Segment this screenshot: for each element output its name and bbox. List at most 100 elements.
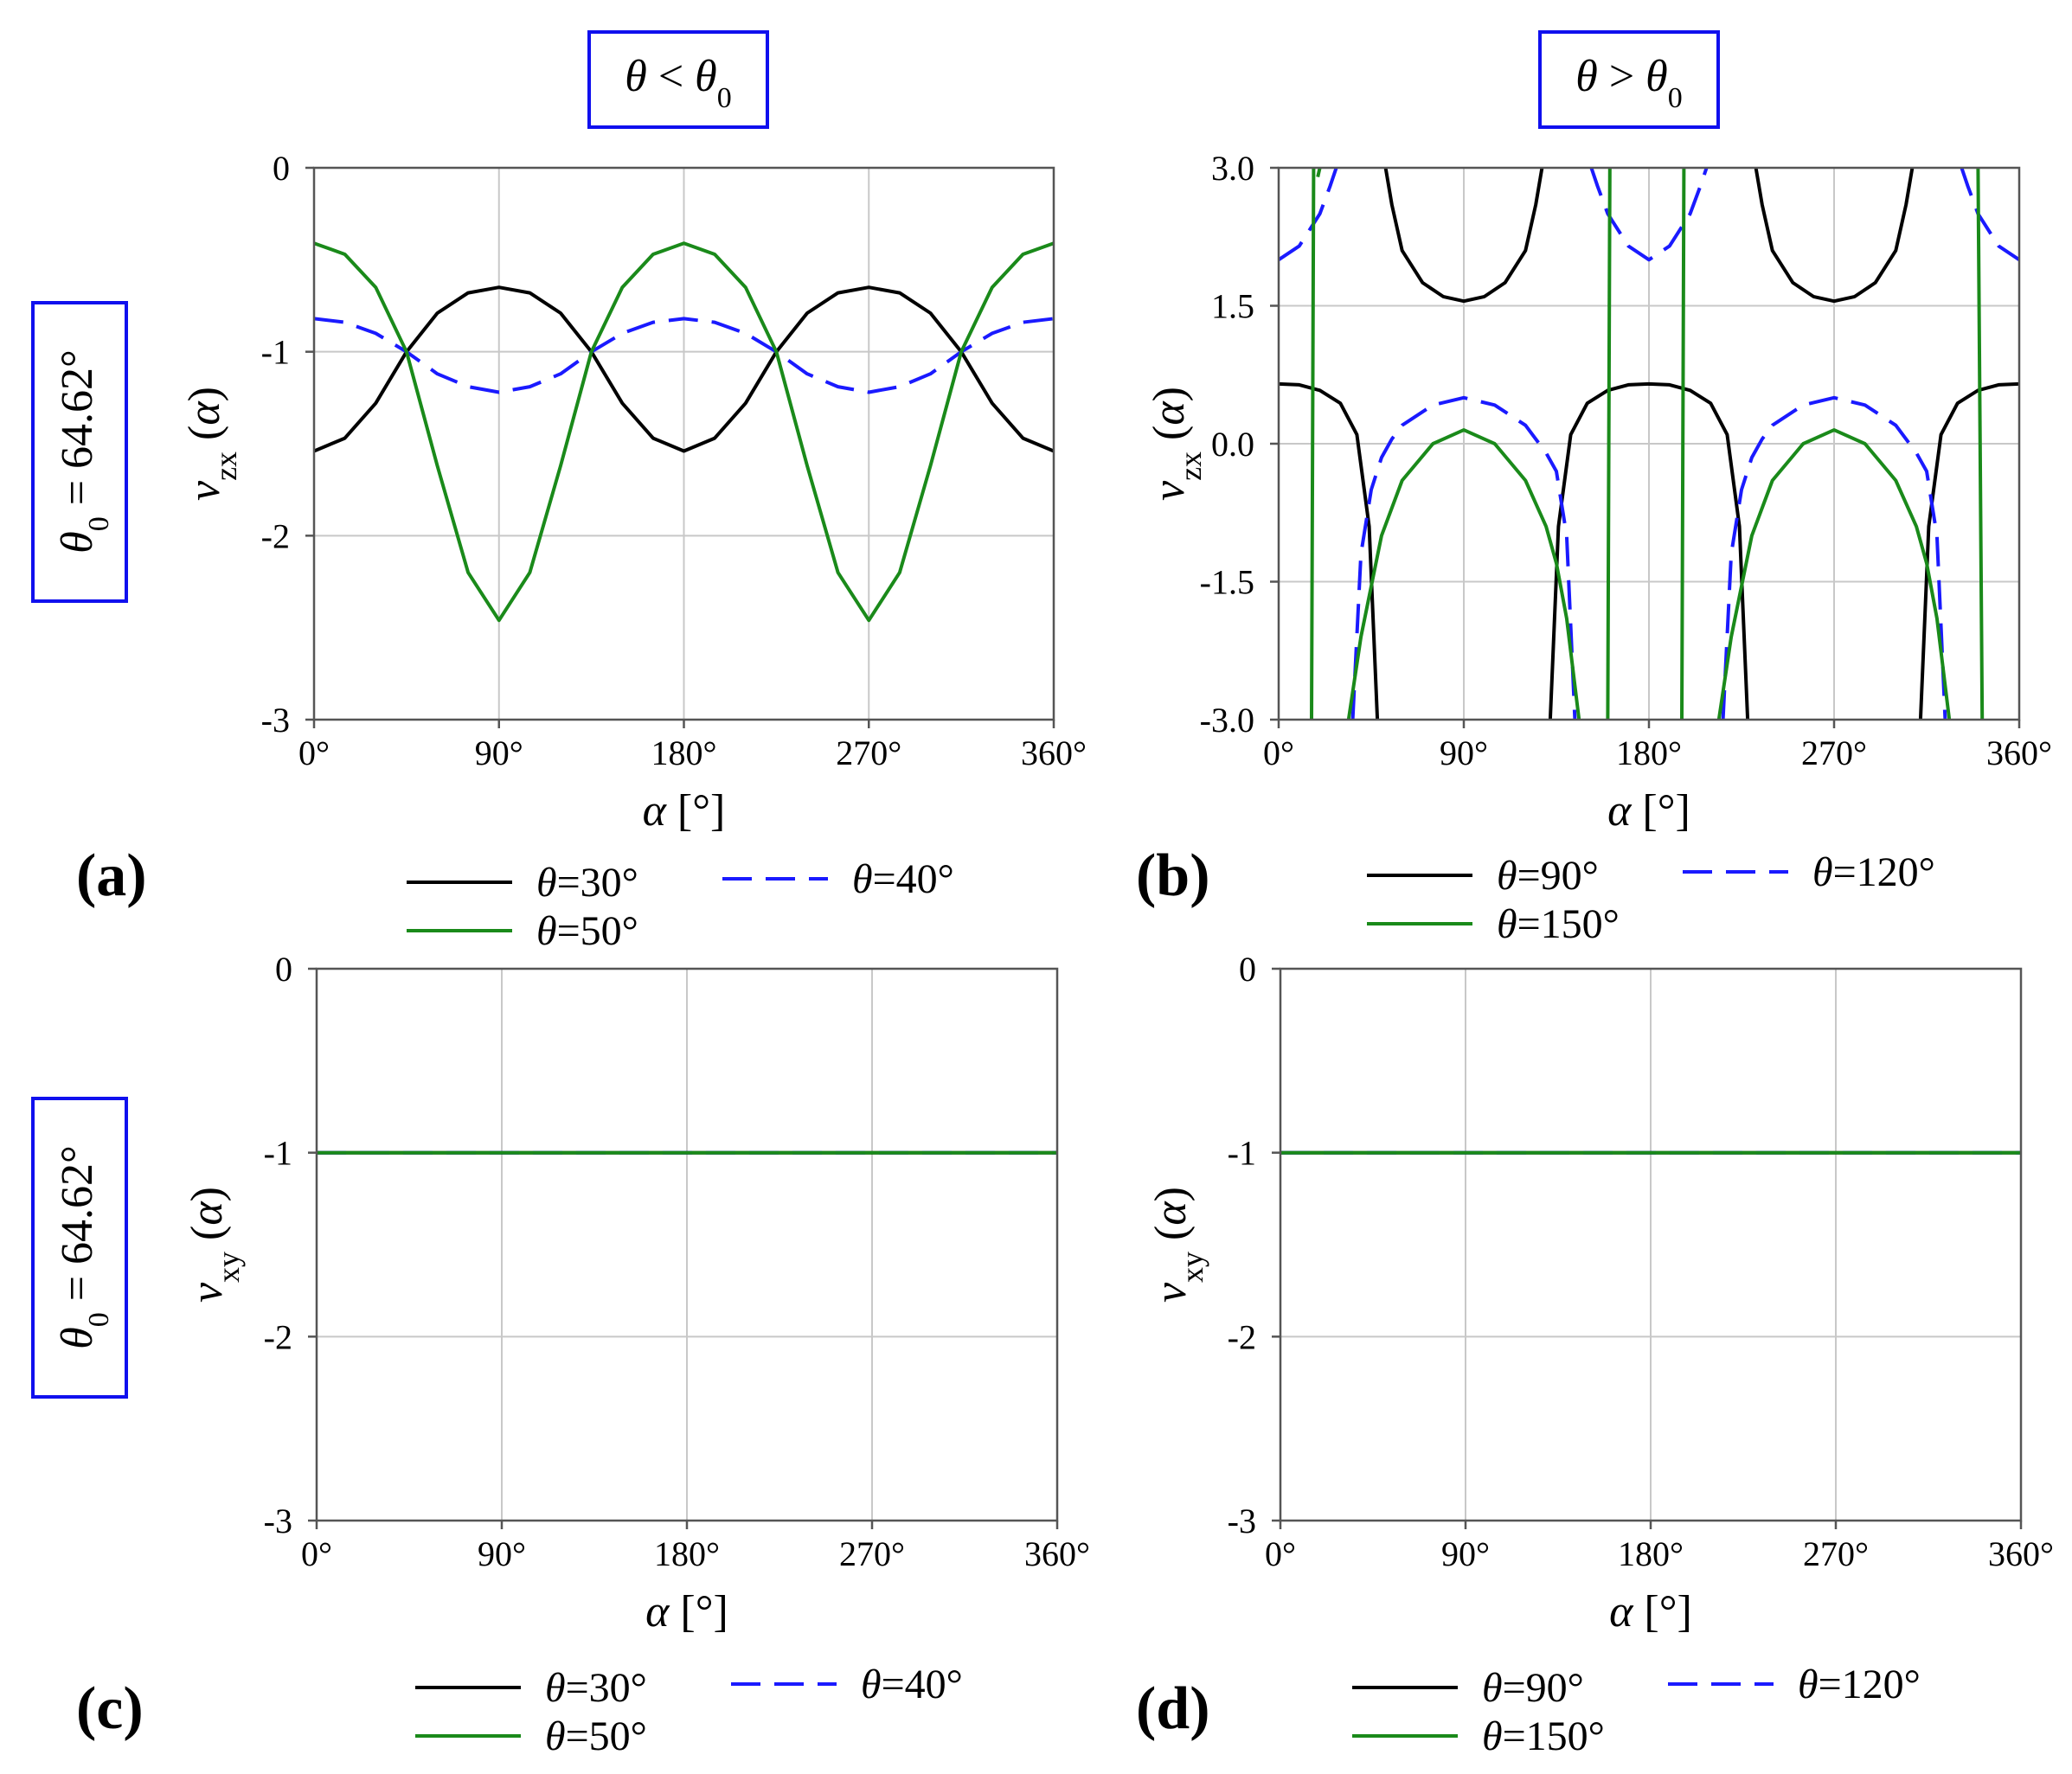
row-label-1: θ0 = 64.62° xyxy=(53,349,115,554)
series-line-120 xyxy=(1589,168,1709,262)
x-tick-label: 360° xyxy=(1986,733,2052,772)
x-tick-label: 360° xyxy=(1024,1534,1090,1573)
series-line-30 xyxy=(314,285,1054,453)
y-axis-label: νxy (α) xyxy=(183,1187,246,1303)
series-line-120 xyxy=(1960,168,2019,261)
series-line-150 xyxy=(1716,428,1952,720)
y-tick-label: 0 xyxy=(275,950,292,989)
x-tick-label: 180° xyxy=(654,1534,720,1573)
plot-area xyxy=(314,241,1054,623)
y-tick-label: -1.5 xyxy=(1200,563,1254,602)
legend-label: θ=120° xyxy=(1798,1662,1921,1707)
x-tick-label: 180° xyxy=(1616,733,1682,772)
y-tick-label: 0 xyxy=(1239,950,1256,989)
column-header-box xyxy=(1538,30,1720,129)
y-tick-label: -1 xyxy=(264,1134,292,1173)
legend-label: θ=40° xyxy=(861,1662,963,1707)
x-tick-label: 90° xyxy=(478,1534,526,1573)
row-label-2: θ0 = 64.62° xyxy=(53,1145,115,1349)
series-line-120 xyxy=(1350,395,1577,720)
x-tick-label: 270° xyxy=(839,1534,905,1573)
plot-area xyxy=(1279,168,2019,720)
y-axis-label: νxy (α) xyxy=(1146,1187,1209,1303)
legend-label: θ=50° xyxy=(545,1713,647,1759)
y-tick-label: -3 xyxy=(1228,1502,1256,1540)
panel-letter: (c) xyxy=(76,1675,144,1742)
chart-panel-a: 0° 90° 180° 270° 360° -3 -2 -1 0 α [°] νzx (α) (a) θ… xyxy=(76,149,1087,954)
legend-label: θ=30° xyxy=(545,1665,647,1711)
legend-label: θ=40° xyxy=(852,856,954,902)
panel-letter: (b) xyxy=(1136,842,1210,909)
legend: θ=90° θ=120° θ=150° xyxy=(1367,849,1935,947)
series-line-90 xyxy=(1918,381,2019,720)
legend-label: θ=150° xyxy=(1482,1713,1605,1759)
legend: θ=30° θ=40° θ=50° xyxy=(415,1662,963,1759)
series-line-150 xyxy=(1316,168,1322,178)
series-line-40 xyxy=(314,317,1054,394)
y-tick-label: 1.5 xyxy=(1211,287,1254,326)
y-tick-label: 0.0 xyxy=(1211,425,1254,464)
x-tick-label: 0° xyxy=(301,1534,332,1573)
y-tick-label: 0 xyxy=(273,149,290,188)
x-tick-label: 0° xyxy=(298,733,330,772)
column-header-2: θ > θ0 xyxy=(1575,52,1682,114)
y-tick-label: -2 xyxy=(264,1317,292,1356)
series-line-90 xyxy=(1383,168,1544,304)
x-axis-label: α [°] xyxy=(645,1587,728,1636)
legend-label: θ=90° xyxy=(1482,1665,1584,1711)
legend: θ=30° θ=40° θ=50° xyxy=(407,856,954,954)
series-line-150 xyxy=(1976,168,1985,720)
y-tick-label: -1 xyxy=(261,333,290,372)
y-tick-label: -3 xyxy=(261,701,290,740)
chart-panel-b: 0° 90° 180° 270° 360° -3.0 -1.5 0.0 1.5 3.0 α [°] ν… xyxy=(1136,149,2052,947)
x-tick-label: 90° xyxy=(475,733,523,772)
y-tick-label: -3 xyxy=(264,1502,292,1540)
chart-panel-d: 0° 90° 180° 270° 360° -3 -2 -1 0 α [°] νxy (α) (d) θ… xyxy=(1136,950,2054,1759)
legend-label: θ=120° xyxy=(1812,849,1935,895)
panel-letter: (d) xyxy=(1136,1675,1210,1742)
x-axis-label: α [°] xyxy=(1609,1587,1692,1636)
row-label-box xyxy=(31,301,128,603)
series-line-90 xyxy=(1754,168,1915,304)
series-line-150 xyxy=(1606,168,1612,720)
x-tick-label: 360° xyxy=(1988,1534,2054,1573)
series-line-150 xyxy=(1310,168,1316,720)
y-tick-label: 3.0 xyxy=(1211,149,1254,188)
x-tick-label: 0° xyxy=(1263,733,1294,772)
panel-letter: (a) xyxy=(76,842,147,909)
y-axis-label: νzx (α) xyxy=(1145,387,1208,501)
series-line-90 xyxy=(1279,381,1380,720)
y-axis-label: νzx (α) xyxy=(180,387,243,501)
legend-label: θ=90° xyxy=(1497,853,1599,899)
y-tick-label: -2 xyxy=(1228,1317,1256,1356)
y-tick-label: -1 xyxy=(1228,1134,1256,1173)
series-line-90 xyxy=(1548,381,1750,720)
legend-label: θ=50° xyxy=(536,908,638,954)
y-tick-label: -3.0 xyxy=(1200,701,1254,740)
y-tick-label: -2 xyxy=(261,516,290,555)
legend-label: θ=150° xyxy=(1497,901,1620,947)
x-tick-label: 270° xyxy=(1803,1534,1869,1573)
x-tick-label: 0° xyxy=(1265,1534,1296,1573)
series-line-120 xyxy=(1721,395,1947,720)
series-line-120 xyxy=(1279,168,1338,261)
legend: θ=90° θ=120° θ=150° xyxy=(1352,1662,1921,1759)
row-label-box xyxy=(31,1097,128,1399)
x-tick-label: 180° xyxy=(651,733,717,772)
series-line-150 xyxy=(1680,168,1686,720)
x-tick-label: 270° xyxy=(836,733,901,772)
series-line-50 xyxy=(314,241,1054,623)
series-line-150 xyxy=(1346,428,1581,720)
x-axis-label: α [°] xyxy=(1607,786,1690,836)
chart-panel-c: 0° 90° 180° 270° 360° -3 -2 -1 0 α [°] νxy (α) (c) θ… xyxy=(76,950,1090,1759)
legend-label: θ=30° xyxy=(536,860,638,906)
x-tick-label: 360° xyxy=(1021,733,1087,772)
x-tick-label: 270° xyxy=(1801,733,1867,772)
column-header-box xyxy=(587,30,769,129)
x-axis-label: α [°] xyxy=(643,786,726,836)
x-tick-label: 90° xyxy=(1441,1534,1490,1573)
x-tick-label: 90° xyxy=(1440,733,1488,772)
x-tick-label: 180° xyxy=(1618,1534,1684,1573)
column-header-1: θ < θ0 xyxy=(625,52,731,114)
